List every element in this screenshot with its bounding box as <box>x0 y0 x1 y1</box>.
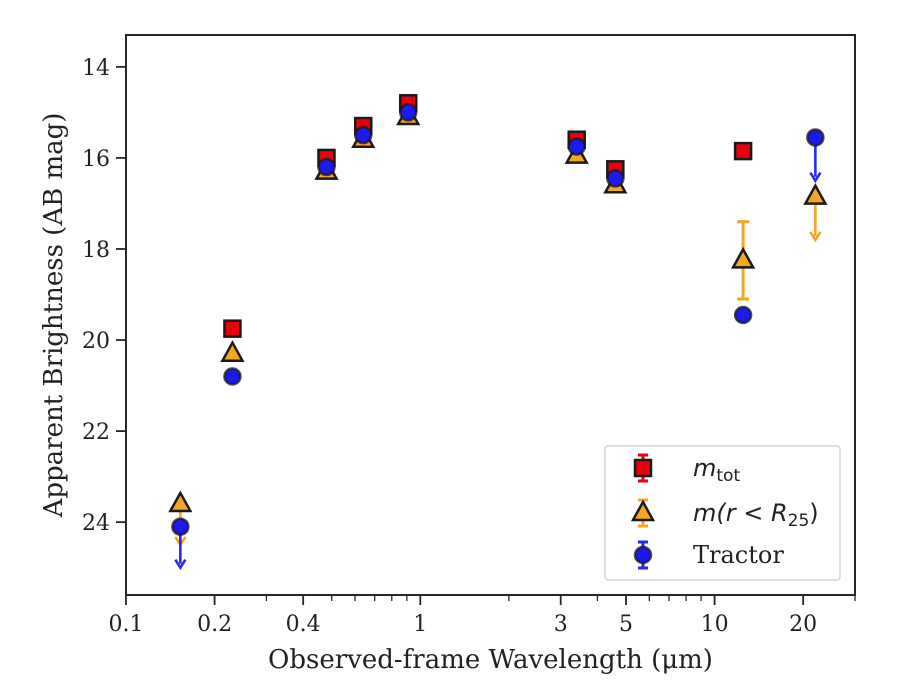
legend-marker-triangle <box>630 499 656 522</box>
axes-layer: 0.1 0.2 0.4 1 3 5 10 20 14 16 18 20 22 24 Observed-fra… <box>39 34 856 675</box>
legend-marker-square <box>633 458 653 478</box>
legend-box <box>604 445 841 581</box>
x-tick-label: 20 <box>789 612 817 637</box>
upper-limit-arrow-head <box>809 231 822 243</box>
x-tick-label: 3 <box>554 612 568 637</box>
x-tick-label: 10 <box>701 612 729 637</box>
y-axis-label: Apparent Brightness (AB mag) <box>39 113 69 519</box>
data-point-triangle <box>730 246 756 269</box>
data-point-circle <box>733 305 753 325</box>
legend-label: mtot <box>693 454 740 486</box>
series-circle <box>171 103 825 571</box>
x-tick-label: 0.4 <box>286 612 321 637</box>
data-point-triangle <box>803 183 828 205</box>
data-point-circle <box>398 103 418 122</box>
legend: mtot m(r < R25) Tractor <box>604 445 841 581</box>
legend-label: Tractor <box>693 541 784 569</box>
x-tick-label: 5 <box>619 612 633 637</box>
data-point-square <box>733 141 753 161</box>
x-tick-label: 0.2 <box>197 612 232 637</box>
upper-limit-arrow-head <box>809 172 822 184</box>
data-point-circle <box>567 137 586 156</box>
data-point-circle <box>354 125 373 145</box>
data-point-square <box>223 319 242 338</box>
data-point-triangle <box>220 340 245 362</box>
plot-frame <box>125 34 856 596</box>
data-point-triangle <box>168 490 193 513</box>
x-tick-label: 0.1 <box>109 612 144 637</box>
data-point-circle <box>806 128 825 147</box>
upper-limit-arrow-head <box>174 558 187 571</box>
plot-layer <box>168 94 828 571</box>
y-tick-label: 22 <box>82 420 110 445</box>
y-tick-label: 16 <box>82 147 110 172</box>
legend-label: m(r < R25) <box>693 499 819 531</box>
y-tick-label: 14 <box>82 56 110 81</box>
series-square <box>223 94 753 338</box>
y-tick-label: 18 <box>82 238 110 263</box>
data-point-circle <box>317 157 336 177</box>
x-axis-label: Observed-frame Wavelength (μm) <box>268 645 713 675</box>
y-tick-label: 24 <box>82 511 110 536</box>
data-point-circle <box>171 517 190 536</box>
data-point-circle <box>223 367 242 386</box>
legend-marker-circle <box>633 545 653 565</box>
y-tick-label: 20 <box>82 329 110 354</box>
data-point-circle <box>606 169 625 188</box>
x-tick-label: 1 <box>413 612 427 637</box>
